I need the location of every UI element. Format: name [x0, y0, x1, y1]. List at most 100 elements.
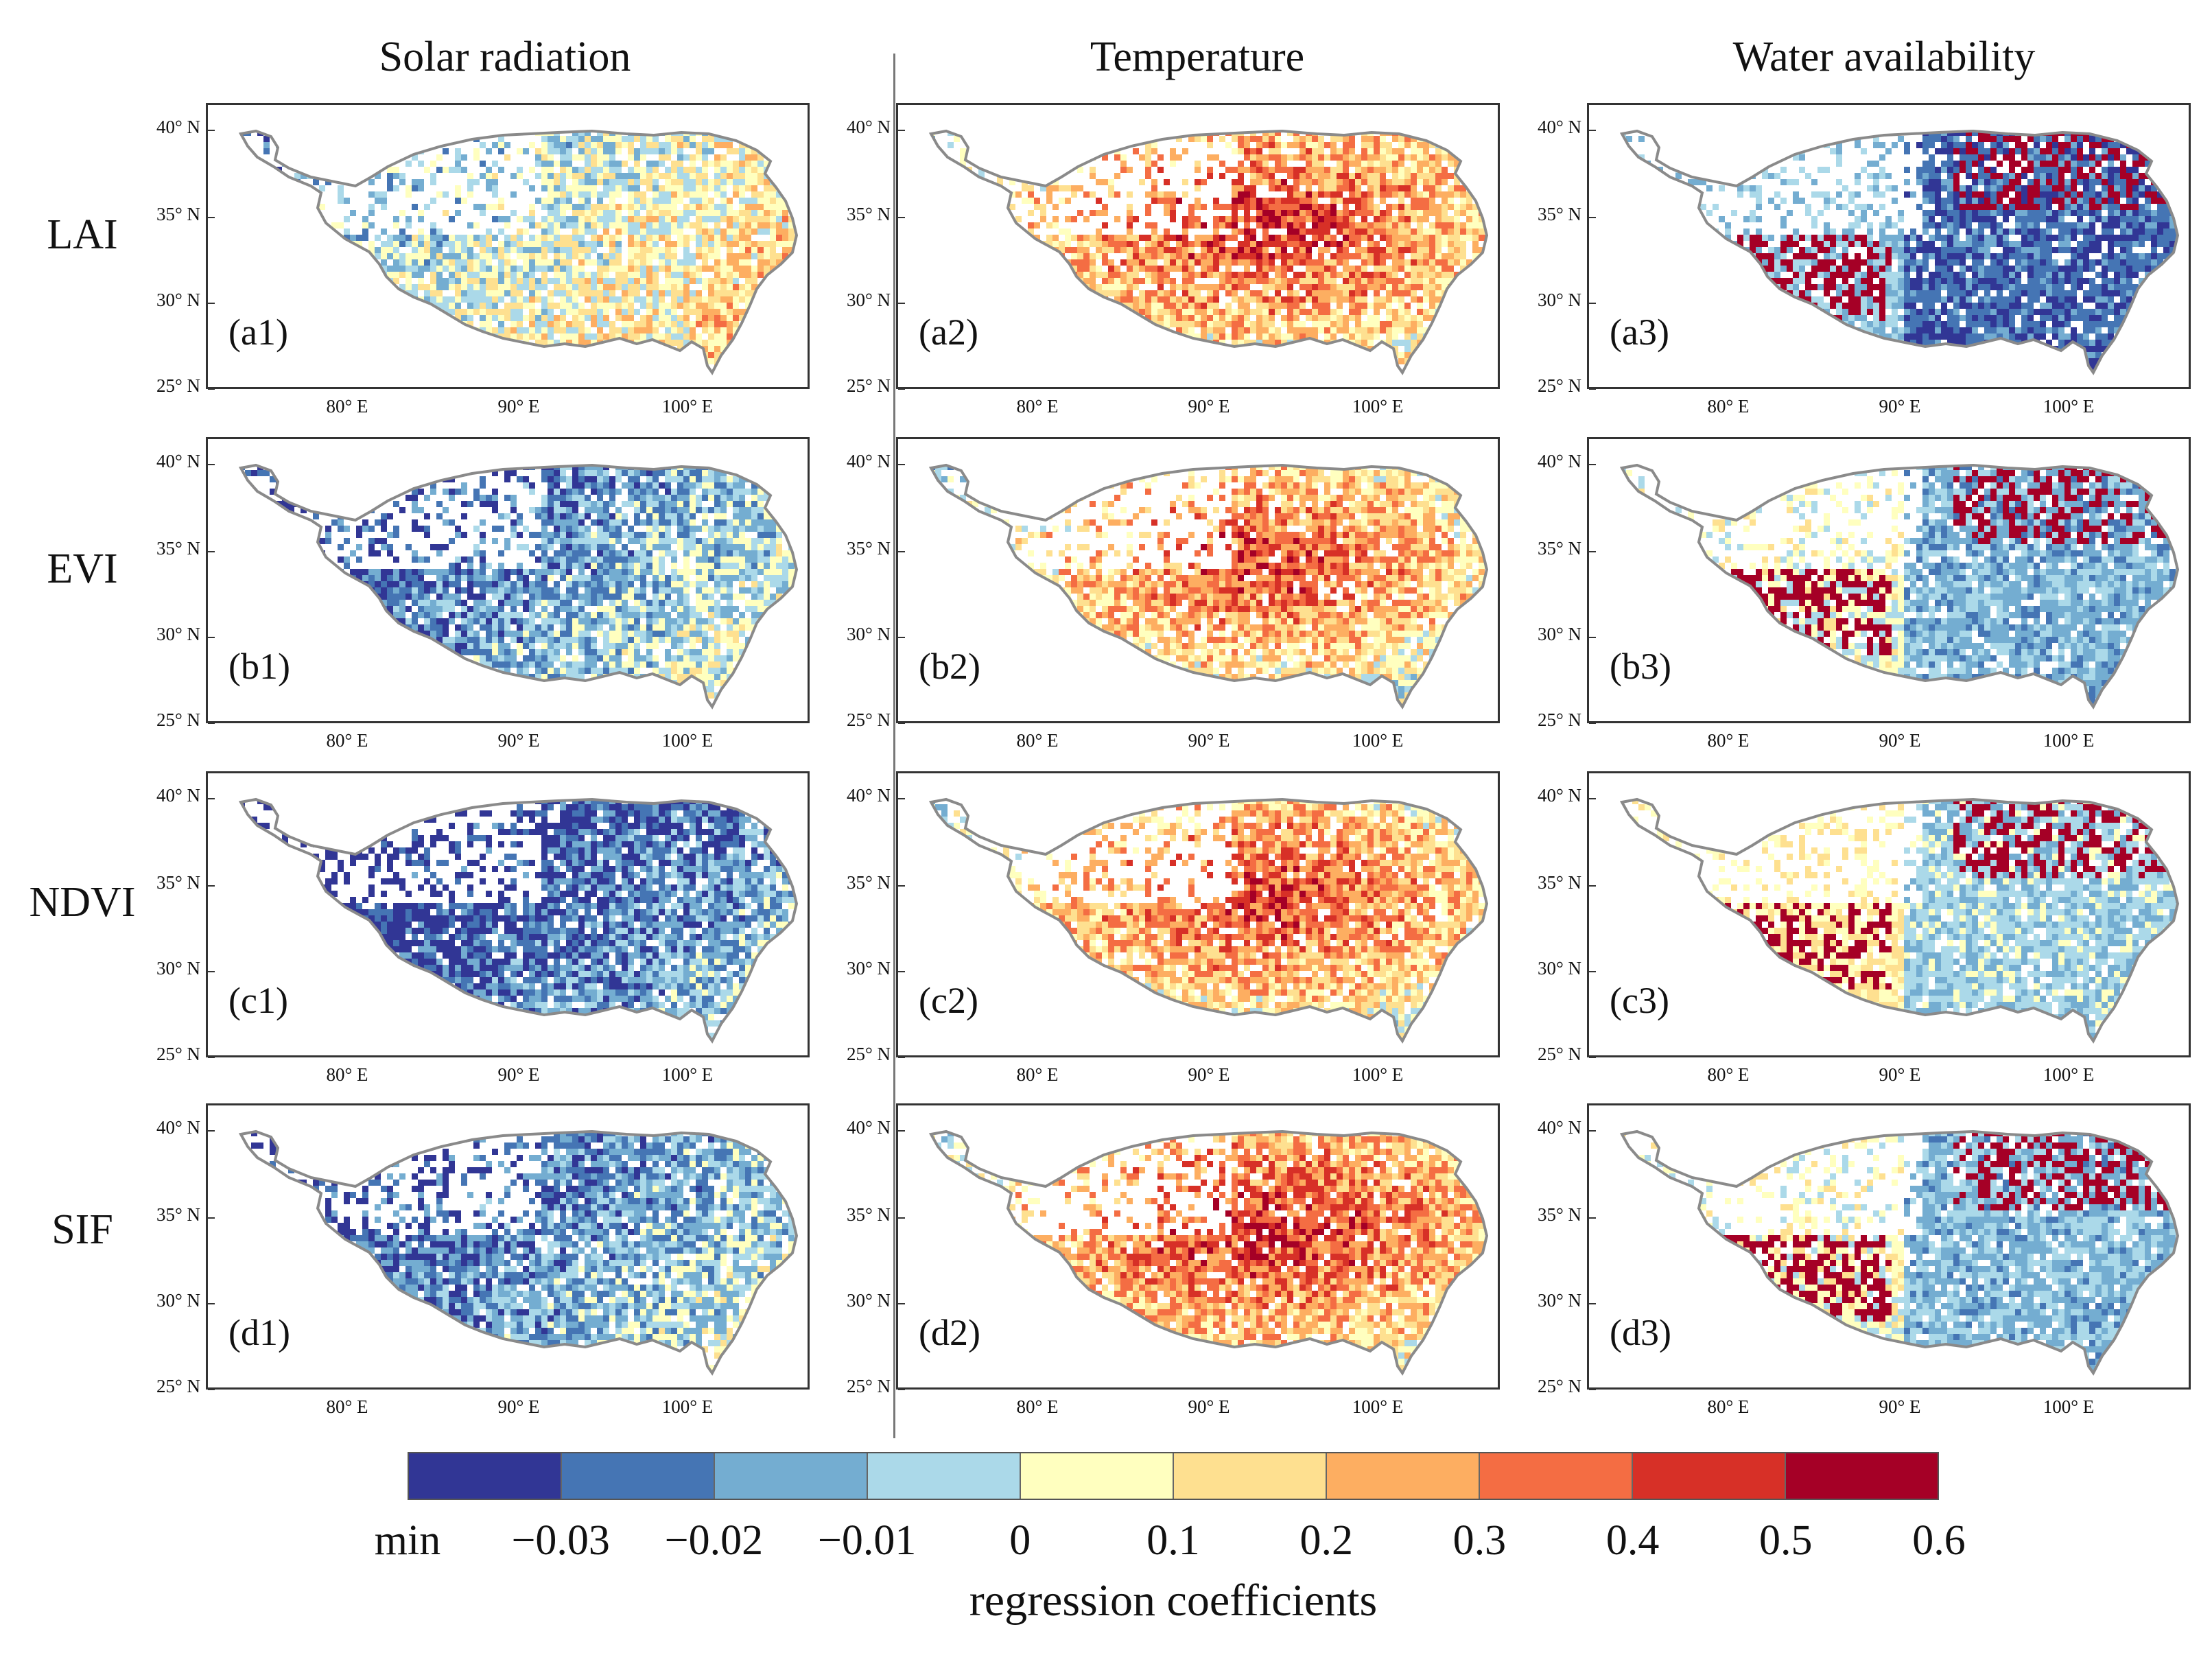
- x-tick-label: 90° E: [478, 1064, 560, 1086]
- y-tick-label: 35° N: [125, 1204, 200, 1226]
- plateau-boundary: [238, 797, 799, 1044]
- y-tick-label: 30° N: [1506, 624, 1581, 645]
- colorbar-tick-label: 0.2: [1264, 1516, 1388, 1565]
- plateau-boundary: [928, 463, 1489, 710]
- y-tick-label: 40° N: [1506, 1117, 1581, 1138]
- plateau-boundary: [1619, 797, 2180, 1044]
- y-tick-label: 40° N: [125, 117, 200, 138]
- colorbar-segment: [1480, 1453, 1633, 1499]
- y-tick-label: 40° N: [1506, 451, 1581, 472]
- map-panel: (d3): [1587, 1103, 2191, 1390]
- x-tick-label: 80° E: [996, 1064, 1079, 1086]
- y-tick-label: 30° N: [815, 290, 891, 311]
- x-tick-label: 90° E: [478, 730, 560, 751]
- plateau-boundary: [928, 797, 1489, 1044]
- column-divider: [893, 54, 895, 1438]
- coefficient-field: [931, 1132, 1487, 1373]
- coefficient-field: [241, 131, 797, 373]
- panel-label: (d2): [919, 1311, 980, 1354]
- y-tick-label: 30° N: [125, 958, 200, 979]
- y-tick-label: 25° N: [815, 1376, 891, 1397]
- x-tick-label: 80° E: [1687, 1396, 1769, 1418]
- y-tick-label: 25° N: [815, 375, 891, 397]
- y-tick-label: 25° N: [815, 1044, 891, 1065]
- map-panel: (d1): [206, 1103, 810, 1390]
- y-tick-label: 25° N: [125, 1376, 200, 1397]
- plateau-map: [208, 1129, 799, 1390]
- colorbar-tick-label: 0.4: [1571, 1516, 1695, 1565]
- y-tick-label: 40° N: [815, 785, 891, 806]
- y-tick-label: 40° N: [1506, 785, 1581, 806]
- colorbar-tick-label: 0.5: [1724, 1516, 1848, 1565]
- x-tick-label: 80° E: [996, 730, 1079, 751]
- y-tick-label: 25° N: [1506, 1376, 1581, 1397]
- y-tick-label: 25° N: [125, 375, 200, 397]
- colorbar-segment: [1327, 1453, 1480, 1499]
- column-title: Solar radiation: [196, 33, 814, 82]
- plateau-boundary: [928, 129, 1489, 375]
- x-tick-label: 80° E: [306, 1396, 388, 1418]
- plateau-boundary: [238, 129, 799, 375]
- colorbar-segment: [868, 1453, 1021, 1499]
- y-tick-label: 40° N: [125, 1117, 200, 1138]
- plateau-map: [1589, 463, 2180, 724]
- plateau-map: [898, 129, 1489, 390]
- y-tick-label: 35° N: [1506, 872, 1581, 893]
- x-tick-label: 100° E: [646, 396, 729, 417]
- map-panel: (c2): [896, 771, 1500, 1058]
- y-tick-label: 40° N: [815, 117, 891, 138]
- colorbar-segment: [1174, 1453, 1327, 1499]
- x-tick-label: 90° E: [1859, 1396, 1941, 1418]
- plateau-map: [1589, 129, 2180, 390]
- y-tick-label: 25° N: [1506, 710, 1581, 731]
- x-tick-label: 80° E: [306, 1064, 388, 1086]
- coefficient-field: [1622, 799, 2178, 1041]
- colorbar-segment: [715, 1453, 868, 1499]
- map-panel: (b3): [1587, 437, 2191, 724]
- colorbar-segment: [562, 1453, 715, 1499]
- coefficient-field: [241, 799, 797, 1041]
- x-tick-label: 90° E: [1168, 730, 1250, 751]
- plateau-map: [208, 797, 799, 1058]
- map-panel: (d2): [896, 1103, 1500, 1390]
- colorbar-tick-label: −0.03: [499, 1516, 622, 1565]
- plateau-map: [898, 463, 1489, 724]
- plateau-boundary: [238, 1129, 799, 1376]
- plateau-map: [1589, 797, 2180, 1058]
- row-label: NDVI: [0, 878, 165, 927]
- map-panel: (a1): [206, 103, 810, 390]
- map-panel: (b1): [206, 437, 810, 724]
- panel-label: (b1): [228, 645, 290, 688]
- colorbar-tick-label: 0.3: [1417, 1516, 1541, 1565]
- y-tick-label: 40° N: [815, 451, 891, 472]
- y-tick-label: 30° N: [1506, 290, 1581, 311]
- row-label: EVI: [0, 545, 165, 594]
- y-tick-label: 40° N: [125, 785, 200, 806]
- y-tick-label: 30° N: [1506, 1290, 1581, 1311]
- y-tick-label: 30° N: [125, 1290, 200, 1311]
- y-tick-label: 25° N: [1506, 375, 1581, 397]
- colorbar-segment: [409, 1453, 562, 1499]
- x-tick-label: 100° E: [646, 730, 729, 751]
- plateau-boundary: [1619, 463, 2180, 710]
- colorbar-segment: [1021, 1453, 1174, 1499]
- x-tick-label: 90° E: [1168, 396, 1250, 417]
- plateau-boundary: [1619, 1129, 2180, 1376]
- y-tick-label: 30° N: [815, 1290, 891, 1311]
- colorbar-tick-label: min: [346, 1516, 469, 1565]
- y-tick-label: 40° N: [815, 1117, 891, 1138]
- coefficient-field: [241, 1132, 797, 1373]
- y-tick-label: 25° N: [1506, 1044, 1581, 1065]
- x-tick-label: 90° E: [1859, 730, 1941, 751]
- colorbar-tick-label: −0.01: [805, 1516, 929, 1565]
- y-tick-label: 25° N: [815, 710, 891, 731]
- column-title: Water availability: [1575, 33, 2193, 82]
- colorbar-segment: [1633, 1453, 1786, 1499]
- colorbar-tick-label: 0.6: [1877, 1516, 2001, 1565]
- y-tick-label: 35° N: [125, 204, 200, 225]
- plateau-boundary: [928, 1129, 1489, 1376]
- y-tick-label: 30° N: [815, 624, 891, 645]
- x-tick-label: 100° E: [646, 1064, 729, 1086]
- x-tick-label: 100° E: [1337, 1396, 1419, 1418]
- row-label: SIF: [0, 1206, 165, 1254]
